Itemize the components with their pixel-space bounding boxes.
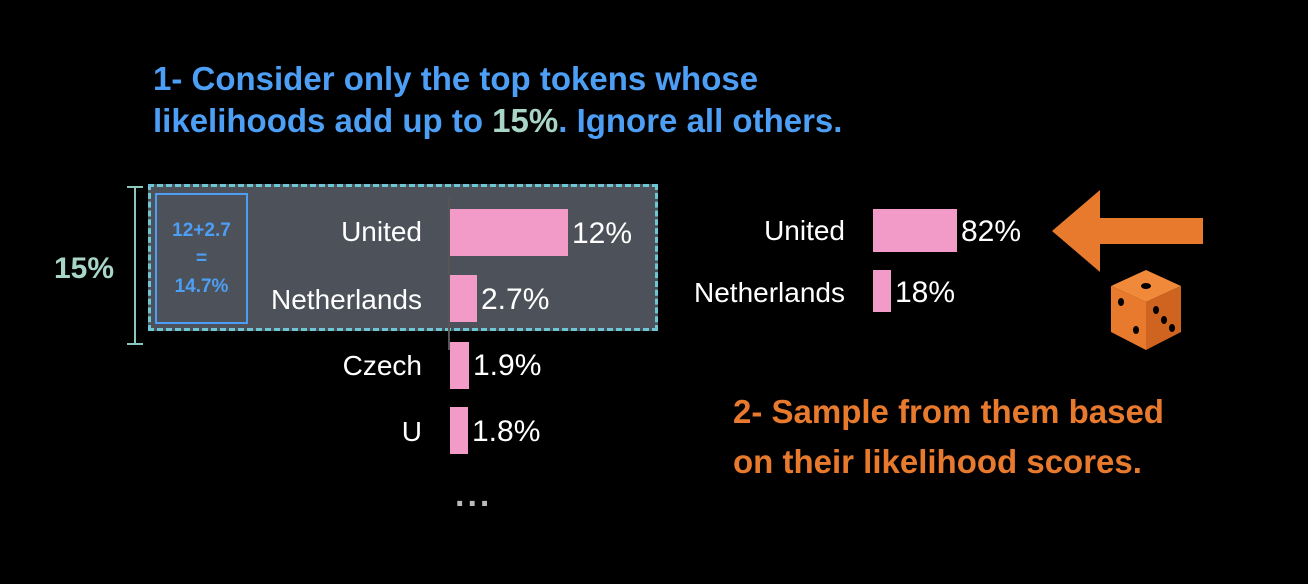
left-bar-united [450, 209, 568, 256]
sum-equals: = [195, 247, 208, 269]
right-value-united: 82% [961, 215, 1022, 248]
step-2-line-2: on their likelihood scores. [733, 443, 1142, 480]
left-value-netherlands: 2.7% [481, 283, 550, 316]
heading-line-1: 1- Consider only the top tokens whose [153, 60, 759, 97]
left-label-czech: Czech [342, 350, 422, 381]
more-tokens-ellipsis: ... [455, 476, 493, 514]
dice-icon [1111, 270, 1181, 350]
right-bar-united [873, 209, 957, 252]
left-value-u: 1.8% [472, 415, 541, 448]
sum-result: 14.7% [174, 275, 229, 297]
left-bar-czech [450, 342, 469, 389]
top-p-selection-box [148, 184, 658, 331]
step-2-text: 2- Sample from them based on their likel… [733, 387, 1164, 487]
left-label-u: U [401, 416, 422, 447]
left-bar-netherlands [450, 275, 477, 322]
step-1-heading: 1- Consider only the top tokens whose li… [153, 58, 842, 142]
heading-line-2-pre: likelihoods add up to [153, 102, 493, 139]
right-value-netherlands: 18% [895, 276, 956, 309]
threshold-bracket [127, 186, 143, 345]
left-label-netherlands: Netherlands [271, 284, 422, 315]
left-chart-axis [448, 198, 450, 350]
heading-line-2: likelihoods add up to 15%. Ignore all ot… [153, 100, 842, 142]
right-label-united: United [764, 215, 845, 246]
right-label-netherlands: Netherlands [694, 277, 845, 308]
step-2-line-1: 2- Sample from them based [733, 393, 1164, 430]
heading-threshold: 15% [492, 102, 559, 139]
left-label-united: United [341, 216, 422, 247]
left-bar-u [450, 407, 468, 454]
sum-box: 12+2.7 = 14.7% [155, 193, 248, 324]
threshold-label: 15% [54, 252, 115, 285]
right-bar-netherlands [873, 270, 891, 312]
heading-line-2-post: . Ignore all others. [558, 102, 843, 139]
arrow-left-icon [1052, 190, 1203, 272]
left-value-czech: 1.9% [473, 349, 542, 382]
sum-expression: 12+2.7 [172, 219, 231, 241]
left-value-united: 12% [572, 217, 633, 250]
